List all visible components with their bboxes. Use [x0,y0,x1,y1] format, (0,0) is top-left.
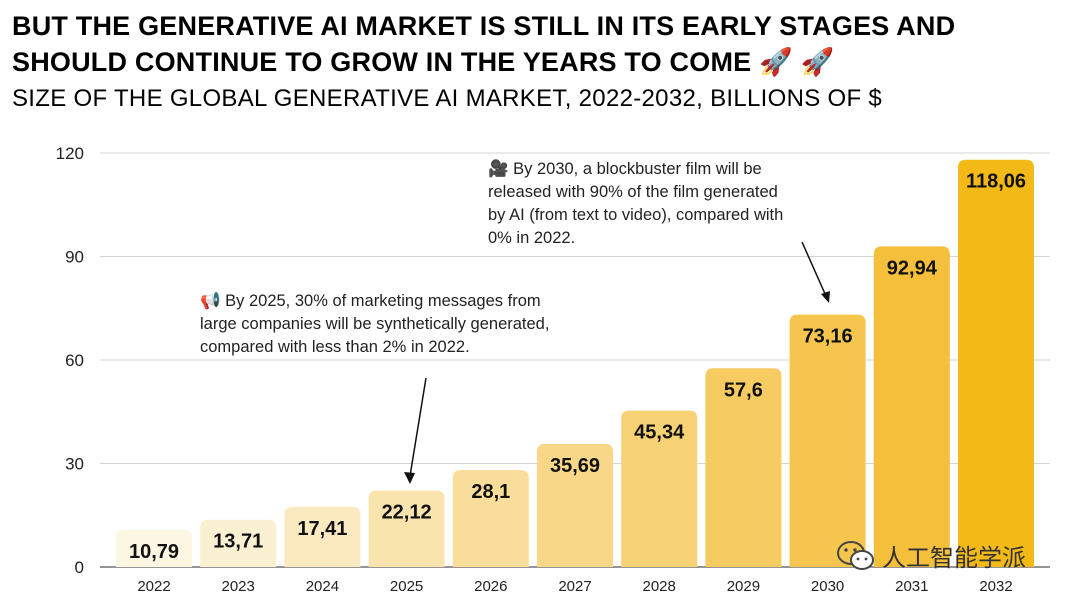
data-label-2031: 92,94 [887,257,938,279]
data-label-2028: 45,34 [634,422,685,444]
bar-2031 [873,246,950,567]
bar-2026 [452,470,529,567]
wechat-icon [837,540,874,570]
annotation-2025-arrowhead [404,472,415,484]
title-line-1: BUT THE GENERATIVE AI MARKET IS STILL IN… [12,11,956,41]
x-tick-label-2025: 2025 [390,578,423,595]
chart-title: BUT THE GENERATIVE AI MARKET IS STILL IN… [12,8,1072,80]
y-tick-label: 90 [65,248,84,267]
bar-2025 [368,490,445,567]
annotation-2030-arrowhead [821,291,830,303]
bar-2028 [621,410,698,567]
annotation-2030-line-4: 0% in 2022. [488,229,576,247]
bar-2023 [200,519,277,567]
annotation-2025-line-3: compared with less than 2% in 2022. [200,338,470,356]
x-tick-label-2027: 2027 [558,578,591,595]
annotation-2025-pointer [409,377,427,477]
data-label-2027: 35,69 [550,455,600,477]
annotation-2030-pointer [801,241,827,297]
bar-2032 [958,159,1034,567]
title-line-2: SHOULD CONTINUE TO GROW IN THE YEARS TO … [12,47,835,77]
annotation-2025-line-2: large companies will be synthetically ge… [200,315,550,333]
x-tick-label-2031: 2031 [895,578,928,595]
x-tick-label-2024: 2024 [306,578,339,595]
movie-camera-icon: 🎥 [488,160,509,178]
data-label-2030: 73,16 [803,326,853,348]
watermark: 人工智能学派 [836,538,1026,573]
x-tick-label-2023: 2023 [222,578,255,595]
bar-2022 [116,529,192,567]
chart-subtitle: SIZE OF THE GLOBAL GENERATIVE AI MARKET,… [12,85,883,112]
x-tick-label-2028: 2028 [643,578,676,595]
bar-2030 [789,314,866,567]
megaphone-icon: 📢 [200,292,221,310]
annotation-2030-line-1: 🎥 By 2030, a blockbuster film will be [488,160,762,178]
bar-2027 [537,443,613,567]
data-label-2029: 57,6 [724,379,763,401]
x-tick-label-2032: 2032 [979,578,1012,595]
watermark-text: 人工智能学派 [882,544,1026,572]
x-tick-label-2026: 2026 [474,578,507,595]
y-tick-label: 0 [75,558,84,577]
y-tick-label: 30 [65,455,84,474]
y-tick-label: 60 [65,351,84,370]
annotation-2025-line-1: 📢 By 2025, 30% of marketing messages fro… [200,292,541,310]
annotation-2030: 🎥 By 2030, a blockbuster film will be re… [488,158,783,250]
y-tick-label: 120 [56,144,84,163]
data-label-2026: 28,1 [471,481,510,503]
annotation-2030-line-2: released with 90% of the film generated [488,183,778,201]
data-label-2032: 118,06 [966,171,1026,193]
bar-2024 [284,506,361,567]
data-label-2024: 17,41 [297,518,347,540]
bar-2029 [705,368,782,567]
data-label-2025: 22,12 [382,502,432,524]
annotation-2025: 📢 By 2025, 30% of marketing messages fro… [200,290,549,359]
x-tick-label-2022: 2022 [137,578,170,595]
data-label-2023: 13,71 [213,531,263,553]
data-label-2022: 10,79 [129,541,179,563]
x-tick-label-2030: 2030 [811,578,844,595]
x-tick-label-2029: 2029 [727,578,760,595]
annotation-2030-line-3: by AI (from text to video), compared wit… [488,206,784,224]
